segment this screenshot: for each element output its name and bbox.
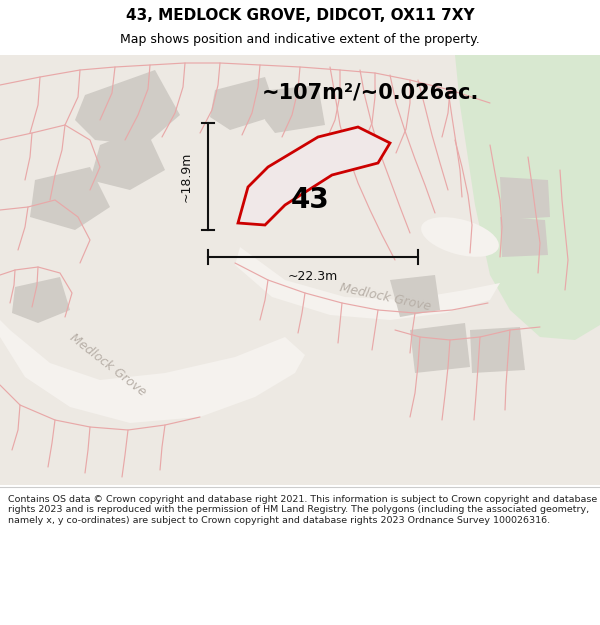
Polygon shape bbox=[75, 70, 180, 145]
Polygon shape bbox=[238, 127, 390, 225]
Polygon shape bbox=[455, 55, 600, 340]
Text: Map shows position and indicative extent of the property.: Map shows position and indicative extent… bbox=[120, 33, 480, 46]
Polygon shape bbox=[410, 323, 470, 373]
Text: 43: 43 bbox=[290, 186, 329, 214]
Text: ~22.3m: ~22.3m bbox=[288, 271, 338, 284]
Polygon shape bbox=[470, 327, 525, 373]
Polygon shape bbox=[265, 85, 325, 133]
Polygon shape bbox=[390, 275, 440, 317]
Ellipse shape bbox=[421, 217, 499, 257]
Polygon shape bbox=[500, 177, 550, 220]
Polygon shape bbox=[12, 277, 70, 323]
Polygon shape bbox=[90, 127, 165, 190]
Text: 43, MEDLOCK GROVE, DIDCOT, OX11 7XY: 43, MEDLOCK GROVE, DIDCOT, OX11 7XY bbox=[125, 8, 475, 23]
Polygon shape bbox=[235, 247, 500, 320]
Text: ~18.9m: ~18.9m bbox=[179, 151, 193, 202]
Polygon shape bbox=[500, 217, 548, 257]
Text: Contains OS data © Crown copyright and database right 2021. This information is : Contains OS data © Crown copyright and d… bbox=[8, 495, 597, 525]
Polygon shape bbox=[0, 320, 305, 423]
Polygon shape bbox=[30, 167, 110, 230]
Polygon shape bbox=[210, 77, 278, 130]
Text: Medlock Grove: Medlock Grove bbox=[67, 331, 149, 399]
Text: Medlock Grove: Medlock Grove bbox=[338, 281, 432, 313]
Text: ~107m²/~0.026ac.: ~107m²/~0.026ac. bbox=[262, 83, 479, 103]
